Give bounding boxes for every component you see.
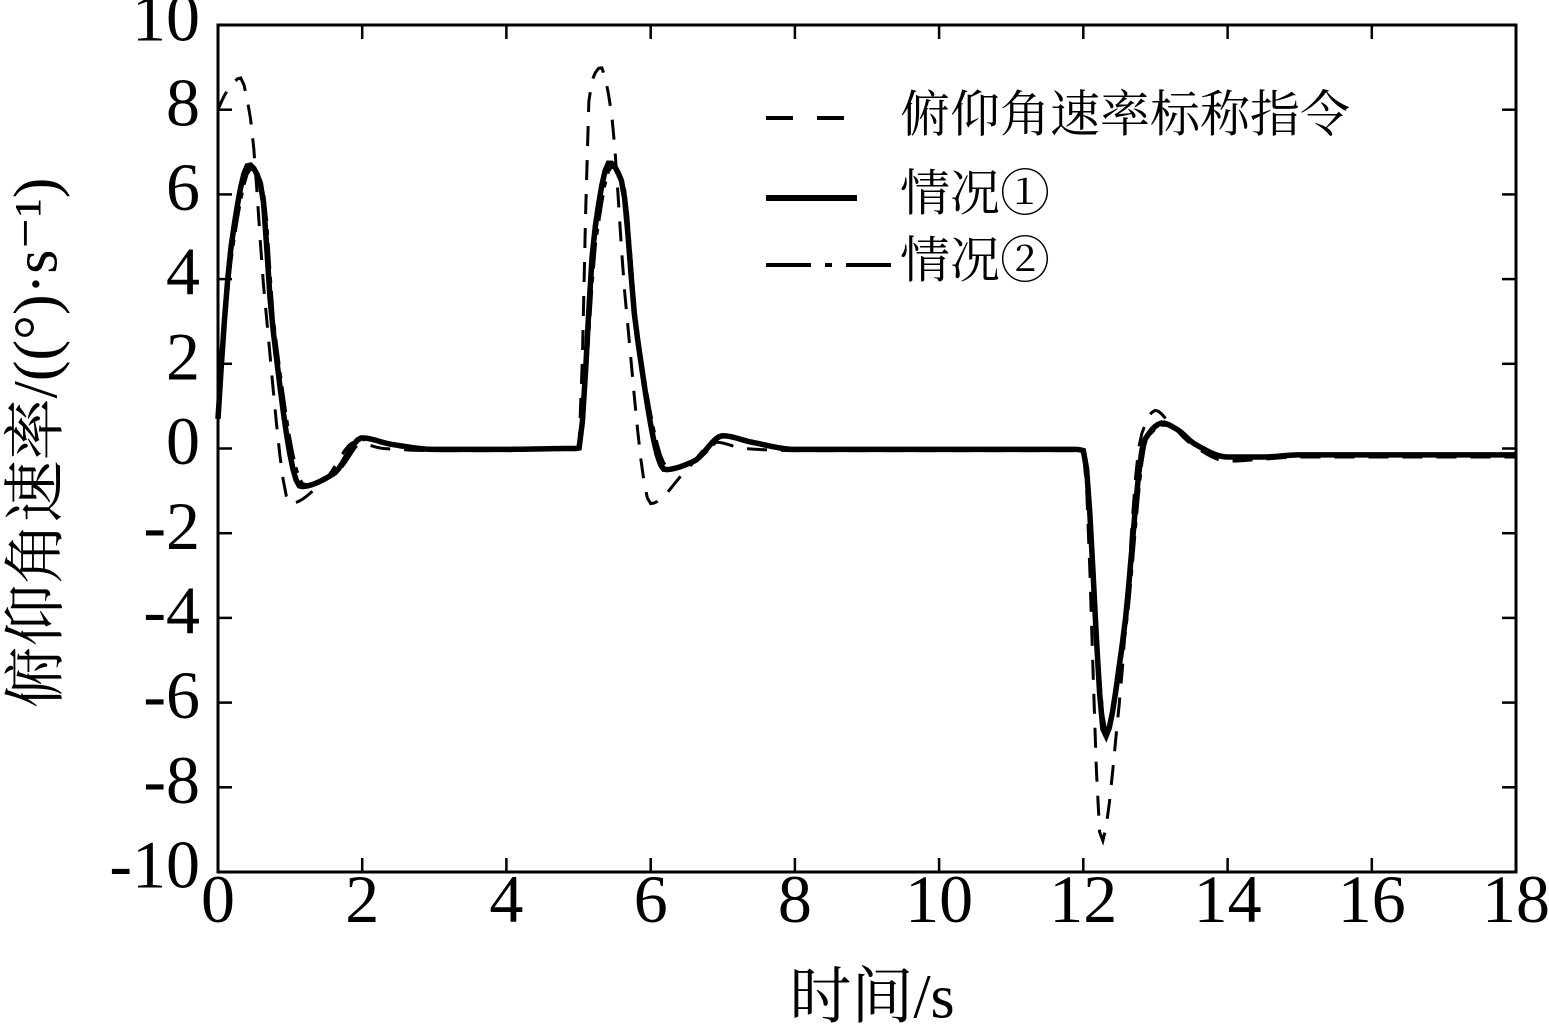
- svg-text:情况①: 情况①: [900, 165, 1050, 221]
- svg-text:俯仰角速率标称指令: 俯仰角速率标称指令: [900, 86, 1350, 142]
- svg-text:情况②: 情况②: [900, 232, 1050, 288]
